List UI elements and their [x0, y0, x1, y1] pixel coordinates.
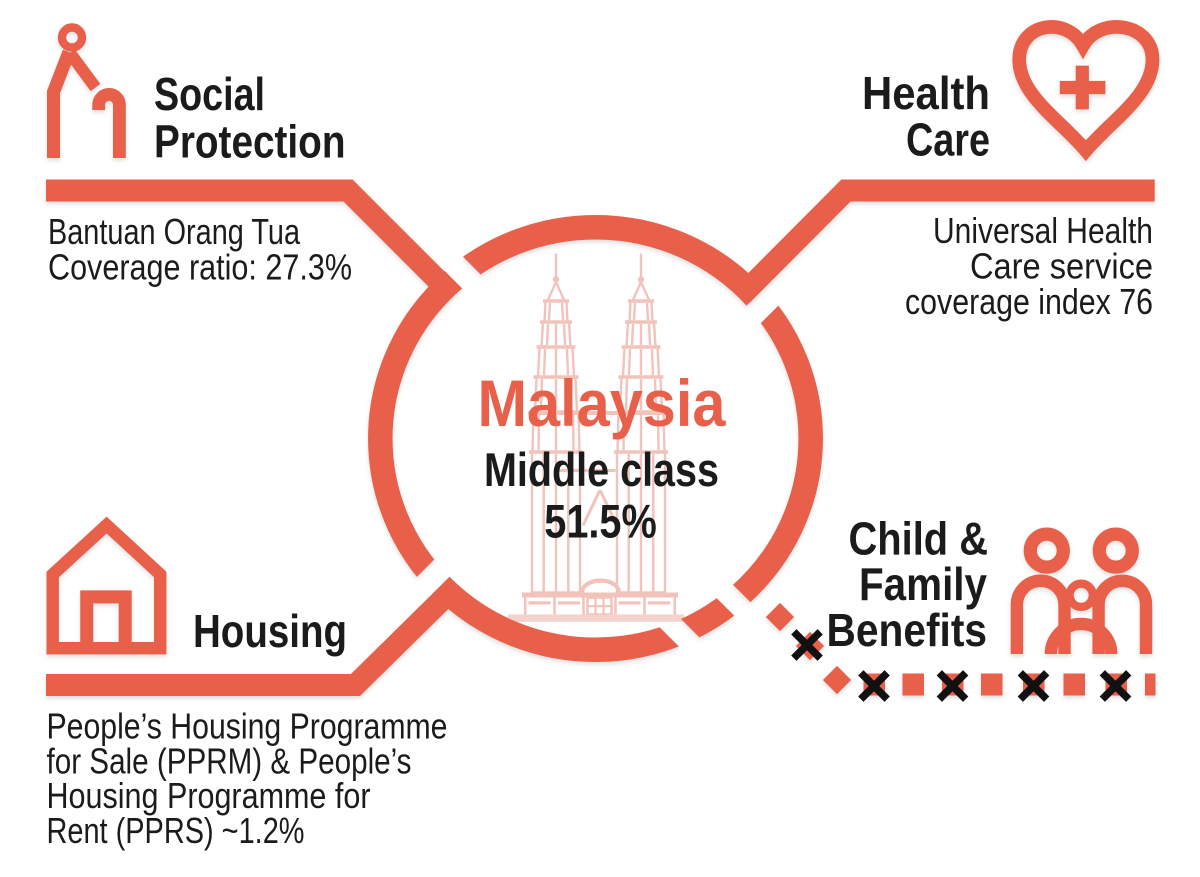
- svg-text:Middle class: Middle class: [484, 444, 719, 497]
- svg-text:coverage index 76: coverage index 76: [905, 281, 1153, 322]
- svg-text:Housing: Housing: [193, 605, 347, 657]
- svg-text:for Sale (PPRM) & People’s: for Sale (PPRM) & People’s: [47, 740, 412, 781]
- svg-text:Care service: Care service: [970, 246, 1153, 287]
- svg-text:Health: Health: [862, 67, 990, 119]
- svg-text:Child &: Child &: [849, 513, 989, 565]
- svg-text:Bantuan Orang Tua: Bantuan Orang Tua: [48, 211, 301, 252]
- svg-text:Benefits: Benefits: [827, 604, 988, 656]
- svg-text:51.5%: 51.5%: [544, 496, 657, 549]
- svg-text:Malaysia: Malaysia: [478, 366, 727, 440]
- svg-text:Social: Social: [154, 68, 265, 120]
- svg-text:Housing Programme for: Housing Programme for: [47, 775, 371, 816]
- svg-text:Care: Care: [906, 113, 990, 165]
- svg-text:Family: Family: [859, 558, 987, 610]
- svg-text:Universal Health: Universal Health: [933, 210, 1153, 251]
- svg-text:Coverage ratio: 27.3%: Coverage ratio: 27.3%: [48, 247, 352, 288]
- svg-text:People’s Housing Programme: People’s Housing Programme: [47, 706, 448, 747]
- svg-text:Rent (PPRS) ~1.2%: Rent (PPRS) ~1.2%: [47, 810, 305, 851]
- svg-text:Protection: Protection: [154, 116, 346, 168]
